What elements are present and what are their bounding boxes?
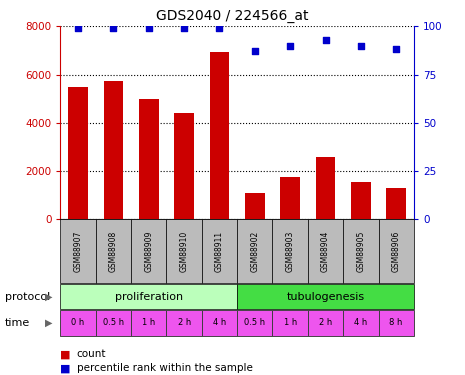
Point — [286, 43, 294, 49]
Text: 8 h: 8 h — [390, 318, 403, 327]
Bar — [60, 219, 96, 283]
Text: 4 h: 4 h — [354, 318, 367, 327]
Text: percentile rank within the sample: percentile rank within the sample — [77, 363, 252, 373]
Bar — [60, 310, 96, 336]
Bar — [272, 310, 308, 336]
Bar — [308, 219, 343, 283]
Text: GSM88907: GSM88907 — [73, 231, 83, 272]
Bar — [202, 219, 237, 283]
Bar — [237, 219, 272, 283]
Text: ▶: ▶ — [45, 292, 53, 302]
Text: 1 h: 1 h — [284, 318, 297, 327]
Bar — [131, 219, 166, 283]
Bar — [343, 310, 379, 336]
Text: time: time — [5, 318, 30, 328]
Text: proliferation: proliferation — [115, 292, 183, 302]
Text: 2 h: 2 h — [178, 318, 191, 327]
Text: ■: ■ — [60, 363, 71, 373]
Text: 0 h: 0 h — [72, 318, 85, 327]
Bar — [280, 177, 300, 219]
Text: ▶: ▶ — [45, 318, 53, 328]
Point — [392, 46, 400, 53]
Bar — [272, 219, 308, 283]
Bar — [386, 188, 406, 219]
Bar — [131, 310, 166, 336]
Bar — [245, 193, 265, 219]
Text: protocol: protocol — [5, 292, 50, 302]
Bar — [316, 157, 335, 219]
Bar — [96, 310, 131, 336]
Bar — [379, 219, 414, 283]
Point — [322, 37, 329, 43]
Bar — [379, 310, 414, 336]
Bar — [351, 182, 371, 219]
Point — [216, 25, 223, 31]
Text: ■: ■ — [60, 350, 71, 359]
Point — [74, 25, 82, 31]
Bar — [272, 310, 308, 336]
Point — [357, 43, 365, 49]
Bar — [96, 219, 131, 283]
Bar — [237, 284, 414, 309]
Bar — [308, 310, 343, 336]
Text: GSM88910: GSM88910 — [179, 231, 189, 272]
Text: GSM88909: GSM88909 — [144, 231, 153, 272]
Bar — [131, 310, 166, 336]
Bar — [202, 310, 237, 336]
Bar — [166, 310, 202, 336]
Text: GSM88903: GSM88903 — [286, 231, 295, 272]
Bar — [308, 310, 343, 336]
Point — [145, 25, 153, 31]
Text: GDS2040 / 224566_at: GDS2040 / 224566_at — [156, 9, 309, 23]
Bar — [166, 219, 202, 283]
Text: GSM88911: GSM88911 — [215, 231, 224, 272]
Bar — [174, 113, 194, 219]
Bar — [210, 52, 229, 219]
Bar — [96, 310, 131, 336]
Bar — [104, 81, 123, 219]
Text: 0.5 h: 0.5 h — [244, 318, 266, 327]
Text: 2 h: 2 h — [319, 318, 332, 327]
Bar — [68, 87, 88, 219]
Bar — [60, 310, 96, 336]
Text: GSM88908: GSM88908 — [109, 231, 118, 272]
Text: GSM88905: GSM88905 — [356, 231, 365, 272]
Bar — [60, 284, 237, 309]
Point — [180, 25, 188, 31]
Text: count: count — [77, 350, 106, 359]
Text: tubulogenesis: tubulogenesis — [286, 292, 365, 302]
Bar — [379, 310, 414, 336]
Text: GSM88906: GSM88906 — [392, 231, 401, 272]
Bar — [139, 99, 159, 219]
Bar — [166, 310, 202, 336]
Bar — [343, 219, 379, 283]
Bar — [237, 310, 272, 336]
Bar — [202, 310, 237, 336]
Text: 0.5 h: 0.5 h — [103, 318, 124, 327]
Text: 4 h: 4 h — [213, 318, 226, 327]
Text: GSM88902: GSM88902 — [250, 231, 259, 272]
Point — [110, 25, 117, 31]
Point — [251, 48, 259, 54]
Text: 1 h: 1 h — [142, 318, 155, 327]
Bar — [237, 310, 272, 336]
Bar — [343, 310, 379, 336]
Text: GSM88904: GSM88904 — [321, 231, 330, 272]
